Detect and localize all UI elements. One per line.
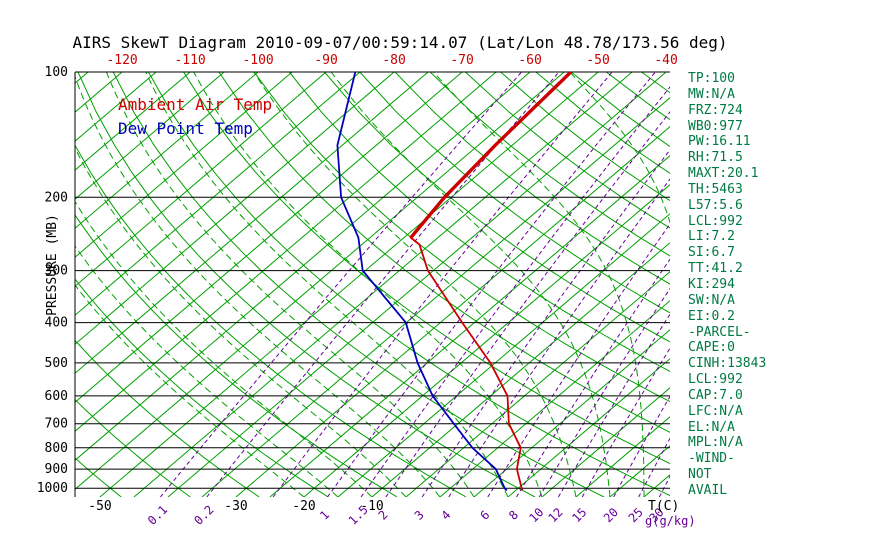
top-temp-tick: -60 [518, 53, 541, 68]
index-item: FRZ:724 [688, 102, 743, 118]
mixing-ratio-label: 8 [506, 508, 521, 523]
index-item: EL:N/A [688, 419, 735, 435]
chart-title: AIRS SkewT Diagram 2010-09-07/00:59:14.0… [72, 33, 728, 52]
bottom-temp-tick: -50 [88, 499, 111, 514]
indices-panel: TP:100 MW:N/A FRZ:724 WB0:977 PW:16.11 RH:71.… [688, 71, 766, 499]
top-temp-tick: -70 [450, 53, 473, 68]
index-item: LFC:N/A [688, 403, 743, 419]
bottom-temp-tick: -10 [360, 499, 383, 514]
index-item: EI:0.2 [688, 308, 735, 324]
isotherm-lines [75, 72, 670, 497]
index-item: SW:N/A [688, 292, 735, 308]
index-item: LCL:992 [688, 213, 743, 229]
index-item: MW:N/A [688, 86, 735, 102]
index-item: TP:100 [688, 71, 735, 86]
mixing-ratio-label: 6 [477, 508, 492, 523]
dewpoint-profile [336, 72, 508, 492]
top-temp-tick: -50 [586, 53, 609, 68]
index-item: -PARCEL- [688, 324, 751, 340]
pressure-tick: 1000 [37, 481, 68, 496]
top-temp-tick: -40 [654, 53, 677, 68]
temp-axis-unit-label: T(C) [648, 499, 679, 514]
pressure-tick: 400 [45, 316, 68, 331]
index-item: MAXT:20.1 [688, 166, 759, 182]
pressure-tick: 100 [45, 65, 68, 80]
index-item: RH:71.5 [688, 150, 743, 166]
mixing-ratio-label: 20 [601, 505, 621, 525]
pressure-tick: 200 [45, 190, 68, 205]
index-item: TT:41.2 [688, 261, 743, 277]
pressure-tick: 700 [45, 417, 68, 432]
bottom-temp-tick: -30 [224, 499, 247, 514]
temperature-profile-thick [409, 72, 573, 239]
mixing-ratio-label: 1 [317, 508, 332, 523]
top-temp-tick: -80 [382, 53, 405, 68]
index-item: AVAIL [688, 482, 728, 498]
axis-labels: -120 -110 -100 -90 -80 -70 -60 -50 -40 -50 -30 -20 -… [37, 53, 696, 528]
index-item: CAP:7.0 [688, 387, 743, 403]
bottom-temp-tick: -20 [292, 499, 315, 514]
pressure-lines [74, 71, 670, 497]
index-item: CAPE:0 [688, 340, 735, 356]
grid-layer [75, 72, 670, 497]
index-item: MPL:N/A [688, 435, 743, 451]
pressure-tick: 500 [45, 356, 68, 371]
mixing-ratio-lines [160, 72, 670, 497]
index-item: TH:5463 [688, 181, 743, 197]
mixing-ratio-label: 3 [412, 508, 427, 523]
index-item: KI:294 [688, 276, 735, 292]
top-temp-tick: -110 [174, 53, 205, 68]
index-item: LCL:992 [688, 372, 743, 388]
mixing-ratio-unit-label: g(g/kg) [645, 514, 696, 528]
index-item: PW:16.11 [688, 134, 751, 150]
pressure-tick: 300 [45, 264, 68, 279]
mixing-ratio-label: 25 [626, 505, 646, 525]
mixing-ratio-label: 12 [546, 505, 566, 525]
mixing-ratio-label: 15 [569, 505, 589, 525]
index-item: WB0:977 [688, 118, 743, 134]
mixing-ratio-label: 0.1 [145, 503, 170, 528]
mixing-ratio-label: 0.2 [191, 503, 216, 528]
index-item: CINH:13843 [688, 356, 767, 372]
pressure-tick: 900 [45, 462, 68, 477]
top-temp-tick: -90 [314, 53, 337, 68]
legend-dew-point-temp: Dew Point Temp [118, 119, 253, 138]
index-item: LI:7.2 [688, 229, 735, 245]
pressure-tick: 600 [45, 389, 68, 404]
top-temp-tick: -120 [106, 53, 137, 68]
moist-adiabat-lines [75, 72, 670, 497]
index-item: -WIND- [688, 451, 735, 467]
index-item: L57:5.6 [688, 197, 743, 213]
legend-ambient-air-temp: Ambient Air Temp [118, 95, 273, 114]
pressure-tick: 800 [45, 441, 68, 456]
index-item: NOT [688, 467, 712, 483]
mixing-ratio-label: 10 [526, 505, 546, 525]
pressure-axis-label: PRESSURE (MB) [45, 214, 60, 316]
mixing-ratio-label: 4 [438, 508, 453, 523]
top-temp-tick: -100 [242, 53, 273, 68]
index-item: SI:6.7 [688, 245, 735, 261]
